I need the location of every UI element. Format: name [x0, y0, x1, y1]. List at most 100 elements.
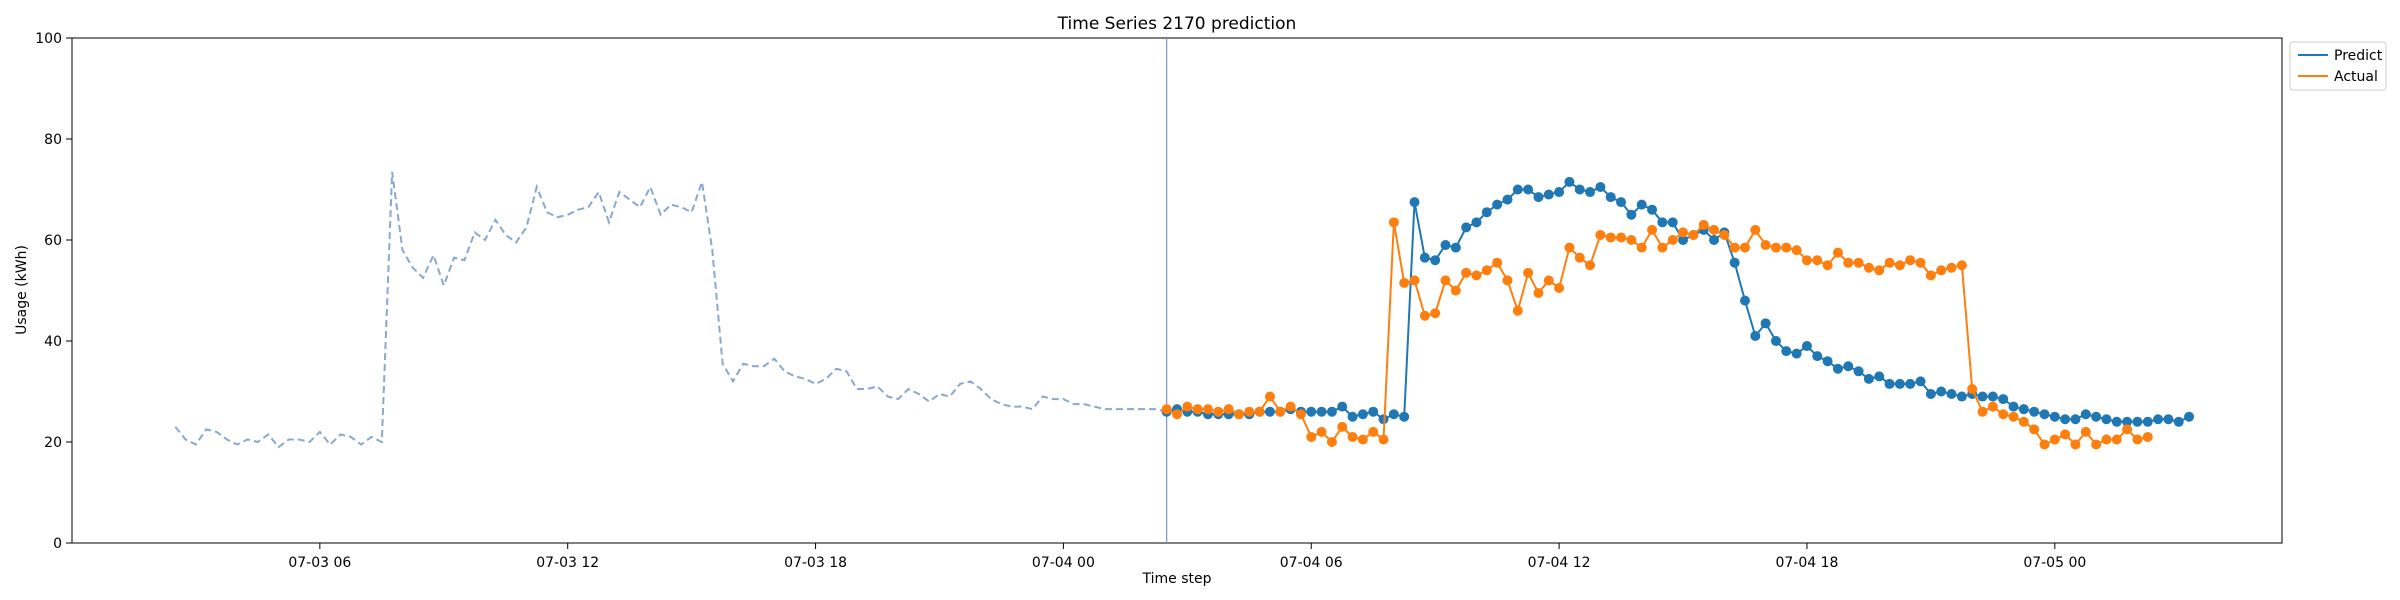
x-tick-label: 07-03 06 — [288, 555, 351, 571]
y-axis-label: Usage (kWh) — [14, 245, 30, 335]
data-point-actual — [2111, 434, 2122, 445]
data-point-actual — [1626, 235, 1637, 245]
data-point-actual — [1223, 404, 1234, 415]
series-line-predict — [1166, 180, 2190, 423]
data-point-predict — [1543, 189, 1554, 200]
data-point-predict — [1471, 217, 1482, 228]
data-point-actual — [1316, 426, 1327, 437]
data-point-actual — [1925, 270, 1936, 281]
x-tick-label: 07-04 18 — [1775, 555, 1838, 571]
data-point-actual — [1554, 282, 1565, 293]
data-point-actual — [1967, 383, 1978, 394]
data-point-actual — [1481, 265, 1492, 276]
data-point-predict — [1492, 199, 1503, 210]
data-point-predict — [2153, 414, 2164, 425]
data-point-actual — [1822, 260, 1833, 271]
data-point-predict — [1326, 406, 1337, 417]
data-point-actual — [2060, 429, 2071, 440]
data-point-actual — [1378, 434, 1389, 445]
data-point-actual — [1750, 224, 1761, 235]
data-point-actual — [1729, 242, 1740, 253]
data-point-predict — [1791, 348, 1802, 359]
data-point-actual — [1461, 267, 1472, 278]
data-point-predict — [2184, 411, 2195, 422]
y-tick-label: 60 — [44, 233, 62, 249]
data-point-actual — [1492, 257, 1503, 268]
data-point-predict — [1440, 240, 1451, 251]
data-point-actual — [1843, 257, 1854, 268]
data-point-predict — [1874, 371, 1885, 382]
data-point-predict — [1853, 366, 1864, 377]
data-point-actual — [1853, 257, 1864, 268]
data-point-actual — [1946, 262, 1957, 273]
data-point-actual — [1172, 409, 1182, 420]
data-point-actual — [1202, 404, 1213, 415]
data-point-actual — [1357, 434, 1368, 445]
data-point-actual — [1254, 406, 1265, 417]
data-point-predict — [1987, 391, 1998, 402]
data-point-predict — [1905, 378, 1916, 389]
data-point-actual — [1894, 260, 1905, 271]
data-point-predict — [1946, 389, 1957, 400]
data-point-actual — [1161, 404, 1172, 415]
data-point-actual — [2029, 424, 2040, 435]
data-point-predict — [2101, 414, 2112, 425]
data-point-actual — [1832, 247, 1843, 258]
data-point-actual — [1337, 421, 1348, 432]
data-point-actual — [1956, 260, 1967, 271]
data-point-predict — [1626, 209, 1637, 220]
data-point-actual — [1471, 270, 1482, 281]
data-point-predict — [2142, 416, 2153, 427]
data-point-predict — [1481, 207, 1492, 218]
x-tick-label: 07-03 18 — [784, 555, 847, 571]
data-point-actual — [1709, 224, 1720, 235]
x-tick-label: 07-03 12 — [536, 555, 599, 571]
data-point-actual — [1977, 406, 1988, 417]
data-point-predict — [1977, 391, 1988, 402]
data-point-predict — [2039, 409, 2050, 420]
data-point-predict — [1709, 235, 1720, 245]
data-point-predict — [1585, 187, 1596, 198]
data-point-actual — [1244, 406, 1255, 417]
x-axis: 07-03 06 07-03 12 07-03 18 07-04 00 07-04 06… — [288, 543, 2086, 571]
data-point-actual — [1440, 275, 1451, 286]
data-point-actual — [1915, 257, 1926, 268]
data-point-actual — [1678, 227, 1689, 238]
data-point-actual — [1347, 431, 1358, 442]
data-point-predict — [1574, 184, 1585, 195]
data-point-actual — [2070, 439, 2081, 450]
data-point-actual — [1657, 242, 1668, 253]
data-point-actual — [1936, 265, 1947, 276]
data-point-predict — [2111, 416, 2122, 427]
data-point-actual — [1781, 242, 1792, 253]
data-point-actual — [2080, 426, 2091, 437]
data-point-predict — [2080, 409, 2091, 420]
data-point-actual — [1564, 242, 1575, 253]
data-point-actual — [1698, 219, 1709, 230]
data-point-actual — [1719, 229, 1730, 240]
data-point-predict — [1337, 401, 1348, 412]
series-line-history — [174, 171, 1167, 449]
y-tick-label: 20 — [44, 435, 62, 451]
x-tick-label: 07-04 00 — [1032, 555, 1095, 571]
data-point-predict — [1915, 376, 1926, 387]
data-point-actual — [1987, 401, 1998, 412]
data-point-actual — [1760, 240, 1771, 251]
data-point-predict — [1461, 222, 1472, 233]
data-point-predict — [1502, 194, 1513, 205]
data-point-predict — [2070, 414, 2081, 425]
series-layer — [174, 171, 2195, 450]
data-point-predict — [1843, 361, 1854, 372]
data-point-actual — [1264, 391, 1275, 402]
x-tick-label: 07-04 06 — [1280, 555, 1343, 571]
data-point-predict — [1347, 411, 1358, 422]
data-point-predict — [1419, 252, 1430, 263]
data-point-predict — [1647, 204, 1658, 215]
data-point-predict — [1368, 406, 1379, 417]
data-point-predict — [2018, 404, 2029, 415]
data-point-actual — [1409, 275, 1420, 286]
data-point-actual — [1770, 242, 1781, 253]
data-point-predict — [1605, 192, 1616, 203]
data-point-actual — [1285, 401, 1296, 412]
